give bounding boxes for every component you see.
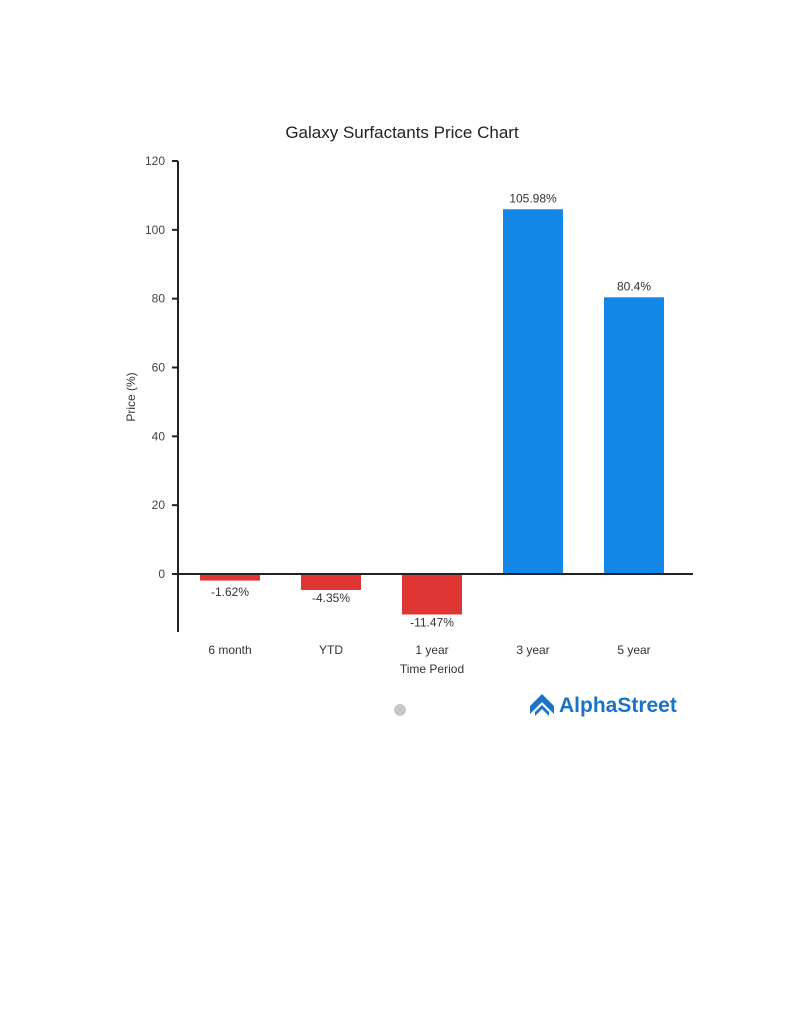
y-tick-label: 20 bbox=[152, 498, 166, 512]
data-label: 105.98% bbox=[509, 191, 557, 205]
alphastreet-chevron-logo-icon bbox=[530, 694, 554, 716]
alphastreet-logo: AlphaStreet bbox=[530, 694, 677, 717]
x-tick-label: 3 year bbox=[516, 643, 549, 657]
bar-6-month[interactable] bbox=[200, 575, 260, 581]
y-tick-label: 60 bbox=[152, 361, 166, 375]
data-label: -11.47% bbox=[410, 615, 454, 629]
x-tick-label: 1 year bbox=[415, 643, 448, 657]
y-axis: 0 20 40 60 80 100 120 bbox=[145, 154, 179, 632]
data-label: -1.62% bbox=[211, 585, 249, 599]
pager-dot[interactable] bbox=[394, 704, 406, 716]
y-axis-label: Price (%) bbox=[124, 372, 138, 421]
chart-title: Galaxy Surfactants Price Chart bbox=[285, 123, 519, 142]
brand-name: AlphaStreet bbox=[559, 694, 677, 717]
y-tick-label: 0 bbox=[158, 567, 165, 581]
x-axis-label: Time Period bbox=[400, 662, 464, 676]
y-tick-label: 80 bbox=[152, 292, 166, 306]
data-label: 80.4% bbox=[617, 279, 651, 293]
bar-5-year[interactable] bbox=[604, 297, 664, 574]
bar-1-year[interactable] bbox=[402, 575, 462, 615]
y-tick-label: 100 bbox=[145, 223, 165, 237]
data-labels: -1.62% -4.35% -11.47% 105.98% 80.4% bbox=[211, 191, 651, 629]
bar-ytd[interactable] bbox=[301, 575, 361, 590]
bar-3-year[interactable] bbox=[503, 209, 563, 574]
x-tick-label: 5 year bbox=[617, 643, 650, 657]
x-tick-label: 6 month bbox=[208, 643, 251, 657]
y-tick-label: 40 bbox=[152, 429, 166, 443]
bars bbox=[200, 209, 664, 615]
data-label: -4.35% bbox=[312, 591, 350, 605]
category-labels: 6 month YTD 1 year 3 year 5 year bbox=[208, 643, 650, 657]
y-tick-label: 120 bbox=[145, 154, 165, 168]
x-tick-label: YTD bbox=[319, 643, 343, 657]
